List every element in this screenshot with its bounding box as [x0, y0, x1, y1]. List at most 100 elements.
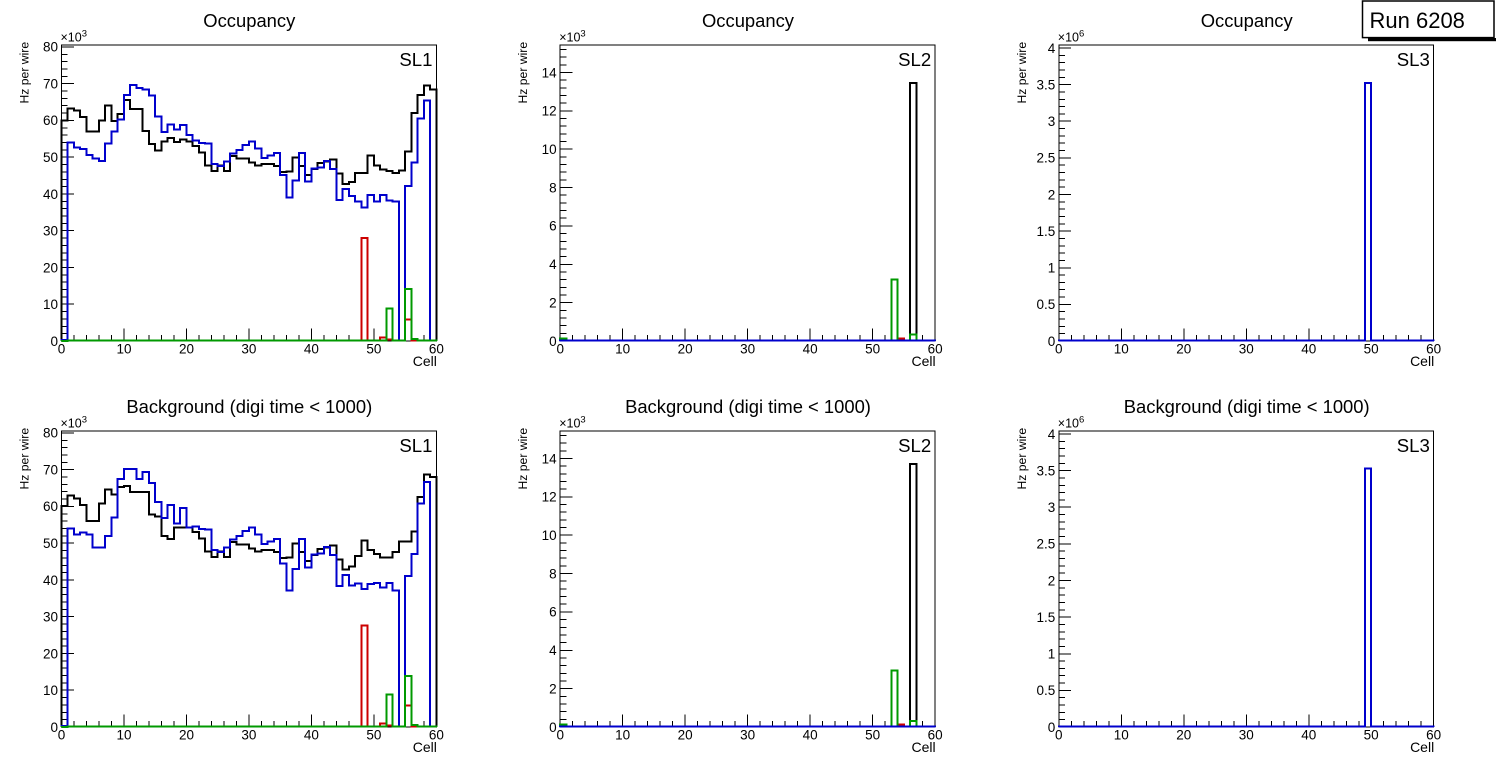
svg-text:×106: ×106: [1058, 415, 1085, 431]
svg-text:40: 40: [803, 728, 818, 743]
svg-text:×103: ×103: [61, 29, 88, 45]
svg-text:50: 50: [43, 150, 58, 165]
svg-text:0: 0: [1048, 720, 1056, 735]
svg-text:10: 10: [542, 142, 557, 157]
svg-text:1: 1: [1048, 261, 1056, 276]
svg-text:3.5: 3.5: [1037, 463, 1056, 478]
svg-text:10: 10: [116, 728, 131, 743]
svg-text:30: 30: [241, 728, 256, 743]
svg-text:0: 0: [556, 342, 564, 357]
svg-text:60: 60: [43, 113, 58, 128]
svg-text:60: 60: [928, 728, 943, 743]
svg-text:8: 8: [549, 180, 557, 195]
svg-text:80: 80: [43, 426, 58, 441]
svg-text:Hz per wire: Hz per wire: [18, 428, 32, 490]
svg-text:20: 20: [678, 342, 693, 357]
svg-text:0: 0: [1048, 334, 1056, 349]
svg-text:4: 4: [1048, 427, 1056, 442]
svg-text:50: 50: [1364, 728, 1379, 743]
svg-text:40: 40: [43, 573, 58, 588]
svg-text:50: 50: [1364, 342, 1379, 357]
svg-text:30: 30: [43, 610, 58, 625]
svg-text:0: 0: [50, 720, 58, 735]
svg-text:SL3: SL3: [1397, 435, 1430, 456]
svg-text:SL2: SL2: [898, 435, 931, 456]
svg-text:Cell: Cell: [413, 739, 437, 755]
svg-text:30: 30: [740, 342, 755, 357]
svg-text:×106: ×106: [1058, 29, 1085, 45]
svg-text:1: 1: [1048, 647, 1056, 662]
svg-text:10: 10: [615, 342, 630, 357]
svg-text:30: 30: [43, 224, 58, 239]
svg-text:10: 10: [615, 728, 630, 743]
svg-text:0: 0: [549, 334, 557, 349]
svg-text:Hz per wire: Hz per wire: [18, 42, 32, 104]
svg-text:2.5: 2.5: [1037, 151, 1056, 166]
svg-text:0: 0: [549, 720, 557, 735]
svg-text:10: 10: [116, 342, 131, 357]
svg-text:2: 2: [549, 681, 557, 696]
svg-text:0: 0: [556, 728, 564, 743]
svg-text:Hz per wire: Hz per wire: [1015, 428, 1029, 490]
svg-text:60: 60: [928, 342, 943, 357]
svg-text:0.5: 0.5: [1037, 683, 1056, 698]
svg-text:60: 60: [429, 728, 444, 743]
svg-text:20: 20: [43, 260, 58, 275]
svg-text:Cell: Cell: [911, 739, 935, 755]
svg-text:10: 10: [542, 528, 557, 543]
svg-text:Cell: Cell: [413, 353, 437, 369]
svg-text:12: 12: [542, 490, 557, 505]
svg-text:Occupancy: Occupancy: [702, 10, 795, 31]
svg-text:8: 8: [549, 566, 557, 581]
svg-text:50: 50: [865, 342, 880, 357]
svg-text:12: 12: [542, 104, 557, 119]
svg-text:Hz per wire: Hz per wire: [1015, 42, 1029, 104]
svg-text:40: 40: [803, 342, 818, 357]
svg-text:30: 30: [241, 342, 256, 357]
svg-text:Background (digi time < 1000): Background (digi time < 1000): [126, 396, 372, 417]
svg-text:Cell: Cell: [1410, 353, 1434, 369]
svg-text:2: 2: [549, 295, 557, 310]
svg-text:40: 40: [43, 187, 58, 202]
svg-text:3: 3: [1048, 500, 1056, 515]
svg-text:14: 14: [542, 451, 558, 466]
svg-text:Background (digi time < 1000): Background (digi time < 1000): [1124, 396, 1370, 417]
svg-text:Hz per wire: Hz per wire: [516, 42, 530, 104]
svg-text:30: 30: [740, 728, 755, 743]
svg-text:Hz per wire: Hz per wire: [516, 428, 530, 490]
svg-text:×103: ×103: [61, 415, 88, 431]
svg-text:×103: ×103: [559, 29, 586, 45]
svg-text:50: 50: [865, 728, 880, 743]
svg-text:Background (digi time < 1000): Background (digi time < 1000): [625, 396, 871, 417]
svg-text:SL2: SL2: [898, 49, 931, 70]
svg-text:Occupancy: Occupancy: [1201, 10, 1294, 31]
svg-text:20: 20: [1176, 728, 1191, 743]
svg-text:4: 4: [1048, 41, 1056, 56]
svg-text:70: 70: [43, 77, 58, 92]
svg-text:30: 30: [1239, 342, 1254, 357]
svg-text:40: 40: [304, 728, 319, 743]
svg-text:4: 4: [549, 257, 557, 272]
svg-text:×103: ×103: [559, 415, 586, 431]
svg-text:1.5: 1.5: [1037, 224, 1056, 239]
svg-text:Cell: Cell: [1410, 739, 1434, 755]
svg-text:10: 10: [43, 297, 58, 312]
svg-text:3: 3: [1048, 114, 1056, 129]
svg-text:6: 6: [549, 605, 557, 620]
svg-text:0: 0: [1055, 728, 1063, 743]
svg-text:0.5: 0.5: [1037, 297, 1056, 312]
svg-text:Cell: Cell: [911, 353, 935, 369]
svg-text:20: 20: [678, 728, 693, 743]
svg-text:40: 40: [1301, 342, 1316, 357]
svg-text:4: 4: [549, 643, 557, 658]
svg-text:80: 80: [43, 40, 58, 55]
svg-text:60: 60: [1426, 342, 1441, 357]
svg-text:50: 50: [43, 536, 58, 551]
svg-text:6: 6: [549, 219, 557, 234]
svg-text:SL1: SL1: [399, 49, 432, 70]
svg-text:20: 20: [179, 342, 194, 357]
svg-text:60: 60: [43, 499, 58, 514]
svg-text:0: 0: [50, 334, 58, 349]
svg-text:0: 0: [1055, 342, 1063, 357]
svg-text:60: 60: [429, 342, 444, 357]
